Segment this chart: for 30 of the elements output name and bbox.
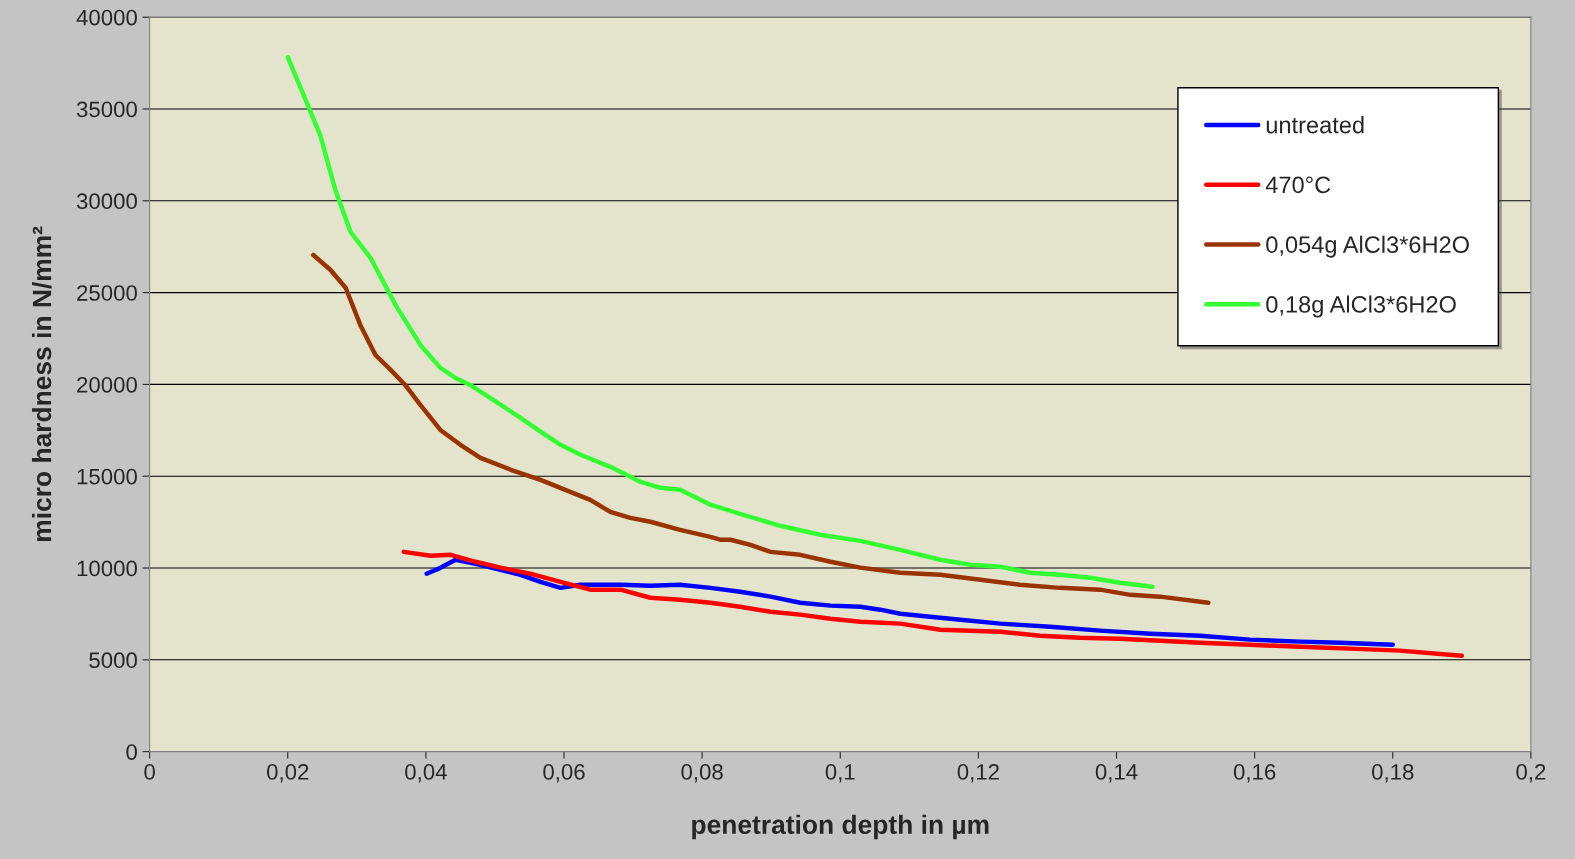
x-tick-label: 0,1 (825, 764, 855, 783)
line-series (424, 557, 1395, 647)
line-series (401, 549, 1465, 658)
x-tick-label: 0,2 (1516, 764, 1546, 783)
line-series (311, 252, 1211, 605)
legend-label: 470°C (1265, 176, 1331, 194)
x-tick-label: 0,12 (957, 764, 999, 783)
y-tick-label: 20000 (77, 376, 137, 393)
x-tick-label: 0 (144, 764, 155, 780)
line-series (285, 54, 1155, 589)
x-tick-label: 0,14 (1095, 764, 1138, 783)
x-tick-label: 0,18 (1372, 764, 1414, 783)
y-tick-label: 30000 (76, 193, 137, 210)
y-tick-label: 10000 (77, 560, 137, 577)
x-tick-label: 0,06 (543, 764, 585, 783)
y-tick-label: 40000 (76, 9, 137, 26)
x-axis-title: penetration depth in µm (692, 814, 989, 840)
legend-label: 0,18g AlCl3*6H2O (1266, 295, 1456, 318)
x-tick-label: 0,04 (405, 764, 447, 783)
x-tick-label: 0,16 (1233, 764, 1276, 783)
y-tick-label: 25000 (77, 285, 137, 301)
x-tick-label: 0,02 (267, 764, 309, 783)
y-tick-label: 35000 (76, 101, 137, 118)
y-tick-label: 0 (126, 744, 137, 760)
y-tick-label: 15000 (77, 468, 137, 485)
x-tick-label: 0,08 (681, 764, 723, 783)
y-tick-label: 5000 (89, 652, 137, 669)
legend-label: untreated (1266, 116, 1364, 134)
legend-label: 0,054g AlCl3*6H2O (1266, 235, 1469, 258)
y-axis-title: micro hardness in N/mm² (31, 226, 52, 542)
